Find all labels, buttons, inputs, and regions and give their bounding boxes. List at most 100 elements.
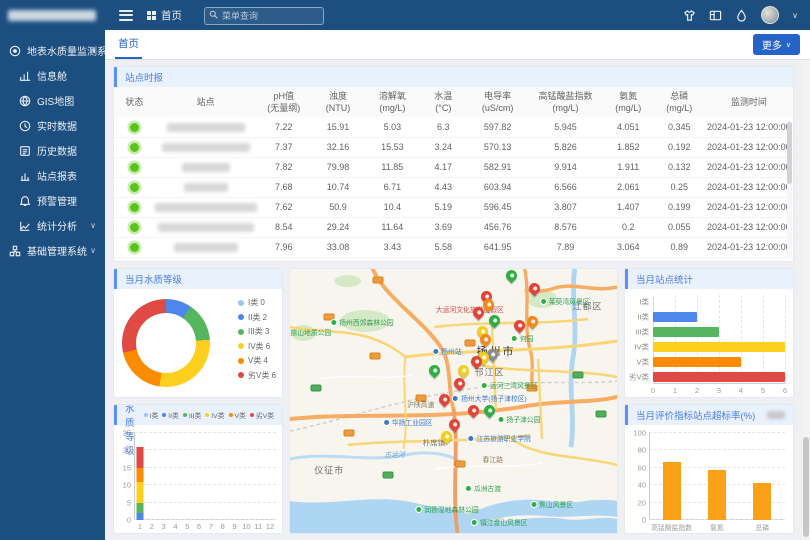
- map-label-park: 镇江金山风景区: [471, 517, 528, 527]
- table-cell: 10.4: [365, 197, 419, 217]
- table-cell: 2024-01-23 12:00:00: [705, 237, 793, 257]
- legend-item[interactable]: 劣V类 6: [238, 370, 276, 381]
- map-label-park: 扬州西郊森林公园: [330, 317, 393, 327]
- sidebar-item-info-cockpit[interactable]: 信息舱: [0, 63, 105, 88]
- table-cell: 3.69: [420, 217, 468, 237]
- left-column: 当月水质等级 I类 0II类 2III类 3IV类 6V类 4劣V类 6 全年水…: [113, 268, 283, 534]
- legend-item[interactable]: II类: [162, 410, 179, 420]
- table-header-row: 状态站点pH值(无量纲)浊度(NTU)溶解氧(mg/L)水温(°C)电导率(uS…: [114, 87, 793, 117]
- legend-item[interactable]: 劣V类: [250, 410, 274, 420]
- map-pin-yellow[interactable]: [456, 363, 472, 379]
- legend-label: 劣V类 6: [248, 370, 276, 381]
- x-tick-label: 9: [232, 522, 236, 531]
- legend-label: III类 3: [248, 326, 269, 337]
- sidebar-item-station-report[interactable]: 站点报表: [0, 163, 105, 188]
- station-stats-panel: 当月站点统计 0123456I类II类III类IV类V类劣V类: [624, 268, 794, 398]
- water-drop-icon[interactable]: [735, 9, 748, 22]
- bar: [753, 483, 771, 520]
- sidebar-item-alert-management[interactable]: 预警管理: [0, 188, 105, 213]
- legend-dot: [238, 300, 244, 306]
- table-cell: 3.807: [528, 197, 603, 217]
- status-dot: [130, 163, 139, 172]
- sidebar-item-realtime-data[interactable]: 实时数据: [0, 113, 105, 138]
- layout-icon[interactable]: [709, 9, 722, 22]
- yearly-quality-header: 全年水质等级 I类II类III类IV类V类劣V类: [114, 405, 282, 425]
- status-dot: [130, 223, 139, 232]
- status-dot: [130, 243, 139, 252]
- map-pin-red[interactable]: [466, 403, 482, 419]
- nav-home[interactable]: 首页: [147, 8, 182, 23]
- chevron-down-icon: ∨: [90, 221, 96, 230]
- sidebar-item-statistics[interactable]: 统计分析 ∨: [0, 213, 105, 238]
- dashboard-icon: [19, 70, 31, 82]
- system-icon: [9, 45, 21, 57]
- tab-home[interactable]: 首页: [115, 30, 142, 59]
- map-panel[interactable]: 扬州市江都区邗江区仪征市扬州西郊森林公园捺山地质公园茱萸湾风景区何园运河三湾风景…: [289, 268, 618, 534]
- sidebar-item-gis-map[interactable]: GIS地图: [0, 88, 105, 113]
- map-pin-green[interactable]: [427, 363, 443, 379]
- donut-legend: I类 0 II类 2 III类 3 IV类 6 V类 4 劣V类 6: [238, 297, 276, 381]
- map-pin-orange[interactable]: [524, 314, 540, 330]
- legend-dot: [238, 372, 244, 378]
- legend-item[interactable]: V类: [229, 410, 246, 420]
- y-tick-label: 20: [638, 498, 646, 507]
- page-scrollbar-thumb[interactable]: [803, 437, 809, 537]
- base-system-icon: [9, 245, 21, 257]
- map-pin-red[interactable]: [526, 281, 542, 297]
- chevron-down-icon[interactable]: ∨: [792, 11, 798, 20]
- table-cell: 1.911: [603, 157, 654, 177]
- legend-item[interactable]: I类: [144, 410, 159, 420]
- map-pin-green[interactable]: [486, 313, 502, 329]
- table-cell: 641.95: [467, 237, 528, 257]
- sidebar: 地表水质量监测系统 ∧ 信息舱 GIS地图 实时数据 历史数据 站点报表: [0, 0, 105, 540]
- legend-item[interactable]: I类 0: [238, 297, 276, 308]
- table-cell: 7.37: [257, 137, 311, 157]
- yearly-legend: I类II类 III类 IV类 V类劣V类: [144, 410, 274, 420]
- search-input[interactable]: [204, 7, 324, 25]
- more-button[interactable]: 更多∨: [753, 34, 800, 55]
- table-cell: 5.945: [528, 117, 603, 137]
- x-tick-label: 12: [266, 522, 274, 531]
- map-pin-green[interactable]: [503, 268, 519, 283]
- hamburger-menu-icon[interactable]: [119, 7, 133, 23]
- y-tick-label: 15: [123, 463, 131, 472]
- table-cell: 6.71: [365, 177, 419, 197]
- map-pin-red[interactable]: [451, 376, 467, 392]
- y-tick-label: 100: [633, 429, 646, 438]
- legend-item[interactable]: III类: [183, 410, 201, 420]
- legend-item[interactable]: V类 4: [238, 355, 276, 366]
- history-data-icon: [19, 145, 31, 157]
- legend-item[interactable]: IV类: [205, 410, 224, 420]
- legend-item[interactable]: II类 2: [238, 312, 276, 323]
- theme-shirt-icon[interactable]: [683, 9, 696, 22]
- exceed-rate-header: 当月评价指标站点超标率(%): [625, 405, 793, 425]
- sidebar-section-base-system[interactable]: 基础管理系统 ∨: [0, 238, 105, 263]
- map-pin-green[interactable]: [482, 403, 498, 419]
- legend-item[interactable]: III类 3: [238, 326, 276, 337]
- x-tick-label: 4: [173, 522, 177, 531]
- table-scrollbar-thumb[interactable]: [787, 122, 792, 184]
- sidebar-section-water-system[interactable]: 地表水质量监测系统 ∧: [0, 38, 105, 63]
- map-pin-red[interactable]: [512, 318, 528, 334]
- user-avatar[interactable]: [761, 6, 779, 24]
- sidebar-menu: 地表水质量监测系统 ∧ 信息舱 GIS地图 实时数据 历史数据 站点报表: [0, 30, 105, 263]
- search-icon: [209, 10, 218, 19]
- table-cell: 11.85: [365, 157, 419, 177]
- bar: [653, 327, 719, 337]
- tab-bar: 首页 更多∨: [105, 30, 810, 60]
- x-tick-label: 5: [761, 386, 765, 395]
- sidebar-item-label: 预警管理: [37, 193, 77, 208]
- legend-label: IV类: [211, 410, 224, 420]
- map-pin-red[interactable]: [436, 392, 452, 408]
- table-cell: 8.576: [528, 217, 603, 237]
- station-stats-header: 当月站点统计: [625, 269, 793, 289]
- table-cell: 2024-01-23 12:00:00: [705, 197, 793, 217]
- sidebar-item-history-data[interactable]: 历史数据: [0, 138, 105, 163]
- road-badge: [383, 471, 394, 478]
- x-tick-label: 11: [254, 522, 262, 531]
- map-label-park: 润扬湿地森林公园: [415, 504, 478, 514]
- table-cell: 597.82: [467, 117, 528, 137]
- table-body: 7.2215.915.036.3597.825.9454.0510.345202…: [114, 117, 793, 257]
- legend-item[interactable]: IV类 6: [238, 341, 276, 352]
- table-cell: 596.45: [467, 197, 528, 217]
